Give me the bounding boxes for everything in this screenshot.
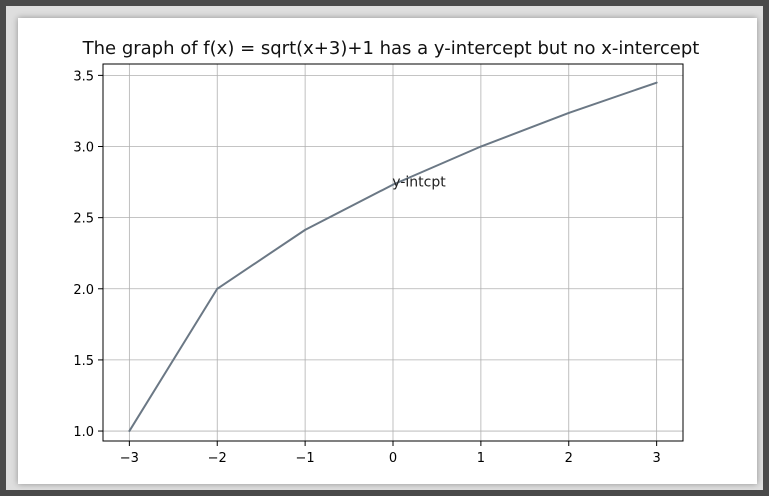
y-tick-label: 2.0 [73, 283, 94, 298]
chart-card: The graph of f(x) = sqrt(x+3)+1 has a y-… [18, 18, 757, 484]
x-tick-label: 1 [477, 451, 485, 466]
y-tick-label: 3.0 [73, 141, 94, 156]
y-tick-label: 2.5 [73, 212, 94, 227]
data-point [216, 287, 219, 290]
x-tick-label: 3 [652, 451, 660, 466]
data-point [392, 183, 394, 186]
chart: The graph of f(x) = sqrt(x+3)+1 has a y-… [73, 38, 700, 466]
x-tick-label: 2 [565, 451, 573, 466]
grid [103, 64, 683, 441]
data-point [128, 430, 131, 433]
y-tick-label: 3.5 [73, 69, 94, 84]
chart-title: The graph of f(x) = sqrt(x+3)+1 has a y-… [82, 38, 700, 59]
annotation-label: y-intcpt [392, 175, 446, 191]
data-point [567, 111, 570, 114]
axes: −3 −2 −1 0 1 2 3 1.0 1.5 2.0 2.5 3.0 3.5 [73, 63, 684, 466]
y-tick-label: 1.0 [73, 425, 94, 440]
data-point [479, 145, 482, 148]
data-point [655, 81, 658, 84]
x-tick-label: −1 [296, 451, 315, 466]
series-layer [128, 81, 658, 433]
y-tick-label: 1.5 [73, 354, 94, 369]
x-tick-label: −2 [208, 451, 227, 466]
x-tick-label: 0 [389, 451, 397, 466]
data-point [304, 228, 307, 231]
x-tick-label: −3 [120, 451, 139, 466]
annotations: y-intcpt [392, 175, 446, 191]
